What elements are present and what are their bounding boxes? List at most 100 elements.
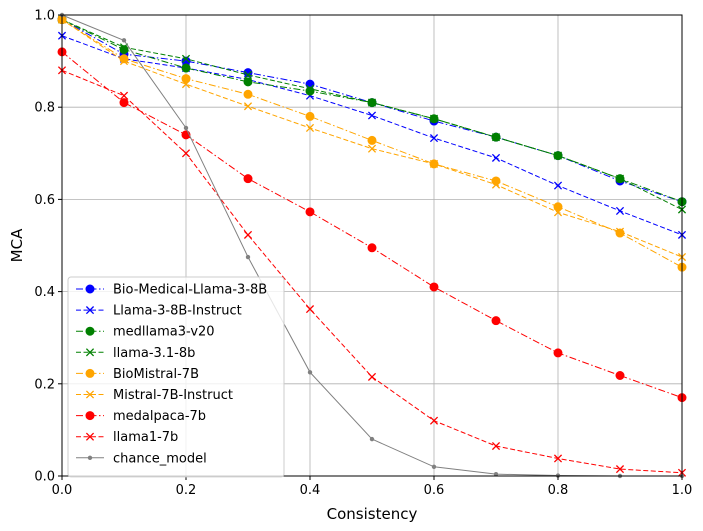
y-tick-label: 0.6	[34, 193, 55, 208]
data-point	[121, 38, 127, 43]
data-point	[615, 465, 625, 474]
data-point	[491, 153, 501, 162]
x-tick-label: 0.8	[548, 483, 569, 498]
x-tick-label: 0.6	[424, 483, 445, 498]
data-point	[367, 111, 377, 120]
legend-label: Mistral-7B-Instruct	[113, 388, 233, 403]
legend-item: medllama3-v20	[76, 325, 215, 340]
data-point-stroke-b	[553, 454, 563, 463]
data-point-stroke-b	[367, 98, 377, 107]
series-line	[61, 19, 683, 203]
legend-marker-stroke-b	[85, 390, 95, 399]
series-llama-3.1-8b	[57, 15, 687, 214]
data-point-stroke-b	[367, 372, 377, 381]
legend-label: Llama-3-8B-Instruct	[113, 304, 242, 319]
data-point	[307, 370, 313, 375]
data-point-stroke-b	[243, 230, 253, 239]
plot-frame	[61, 14, 683, 477]
data-point-stroke-b	[553, 151, 563, 160]
data-point	[181, 74, 191, 84]
y-tick-label: 0.2	[34, 377, 55, 392]
series-llama1-7b	[57, 66, 687, 477]
x-tick-label: 0.0	[52, 483, 73, 498]
data-point-stroke-b	[429, 416, 439, 425]
legend-label: chance_model	[113, 451, 207, 466]
legend-item: llama1-7b	[76, 430, 178, 445]
data-point-stroke-b	[243, 70, 253, 79]
data-point	[429, 282, 439, 292]
data-point-stroke-b	[305, 84, 315, 93]
data-point	[429, 114, 439, 123]
data-point	[491, 316, 501, 326]
data-point-stroke-b	[615, 465, 625, 474]
data-point	[553, 454, 563, 463]
data-point	[183, 125, 189, 131]
data-point-stroke-b	[553, 181, 563, 190]
data-point	[491, 133, 501, 142]
legend-marker	[85, 284, 95, 294]
data-point	[429, 134, 439, 143]
data-point	[553, 208, 563, 217]
data-point-stroke-b	[491, 180, 501, 189]
data-point	[615, 174, 625, 183]
axis-ticks: 0.0 0.2 0.4 0.6 0.8 1.0 0.0 0.2 0.4 0.6 0.8 1.0	[34, 9, 692, 499]
legend-item: chance_model	[76, 451, 207, 466]
data-point	[243, 174, 253, 184]
legend-marker	[85, 432, 95, 441]
data-point	[491, 180, 501, 189]
data-point	[119, 57, 129, 66]
data-point	[243, 70, 253, 79]
series-layer	[57, 12, 687, 479]
data-point	[305, 207, 315, 217]
data-point	[553, 181, 563, 190]
data-point-stroke-b	[615, 174, 625, 183]
data-point-stroke-b	[491, 153, 501, 162]
data-point-stroke-b	[305, 123, 315, 133]
y-tick-label: 0.4	[34, 285, 55, 300]
legend-label: medllama3-v20	[113, 325, 215, 340]
data-point	[305, 123, 315, 133]
series-line	[61, 19, 683, 210]
data-point-stroke-b	[367, 111, 377, 120]
legend: Bio-Medical-Llama-3-8B Llama-3-8B-Instruc…	[67, 276, 285, 478]
legend-item: llama-3.1-8b	[76, 346, 195, 361]
data-point	[429, 416, 439, 425]
legend-label: llama-3.1-8b	[113, 346, 195, 361]
data-point-stroke-b	[181, 149, 191, 158]
data-point	[119, 98, 129, 108]
legend-marker	[85, 348, 95, 357]
legend-item: medalpaca-7b	[76, 409, 206, 424]
data-point	[491, 441, 501, 451]
y-axis-label: MCA	[8, 228, 26, 262]
legend-marker	[87, 455, 93, 460]
data-point	[119, 43, 129, 52]
data-point-stroke-b	[615, 227, 625, 236]
series-Mistral-7B-Instruct	[57, 15, 687, 262]
legend-label: BioMistral-7B	[113, 367, 199, 382]
legend-item: Mistral-7B-Instruct	[76, 388, 233, 403]
data-point	[429, 159, 439, 168]
legend-item: Llama-3-8B-Instruct	[76, 304, 242, 319]
legend-marker	[85, 368, 95, 378]
x-tick-label: 0.2	[176, 483, 197, 498]
legend-item: BioMistral-7B	[76, 367, 199, 382]
data-point-stroke-b	[491, 441, 501, 451]
data-point-stroke-b	[181, 54, 191, 63]
data-point	[181, 54, 191, 63]
x-tick-label: 0.4	[300, 483, 321, 498]
data-point	[431, 464, 437, 469]
data-point	[243, 68, 253, 78]
data-point	[243, 77, 253, 87]
data-point-stroke-b	[553, 208, 563, 217]
data-point	[369, 436, 375, 442]
x-axis-label: Consistency	[327, 505, 418, 523]
data-point	[615, 371, 625, 381]
data-point-stroke-b	[181, 80, 191, 89]
data-point	[367, 243, 377, 253]
data-point	[243, 230, 253, 239]
data-point	[553, 348, 563, 358]
legend-box	[67, 276, 285, 478]
data-point	[245, 254, 251, 260]
data-point	[243, 89, 253, 99]
